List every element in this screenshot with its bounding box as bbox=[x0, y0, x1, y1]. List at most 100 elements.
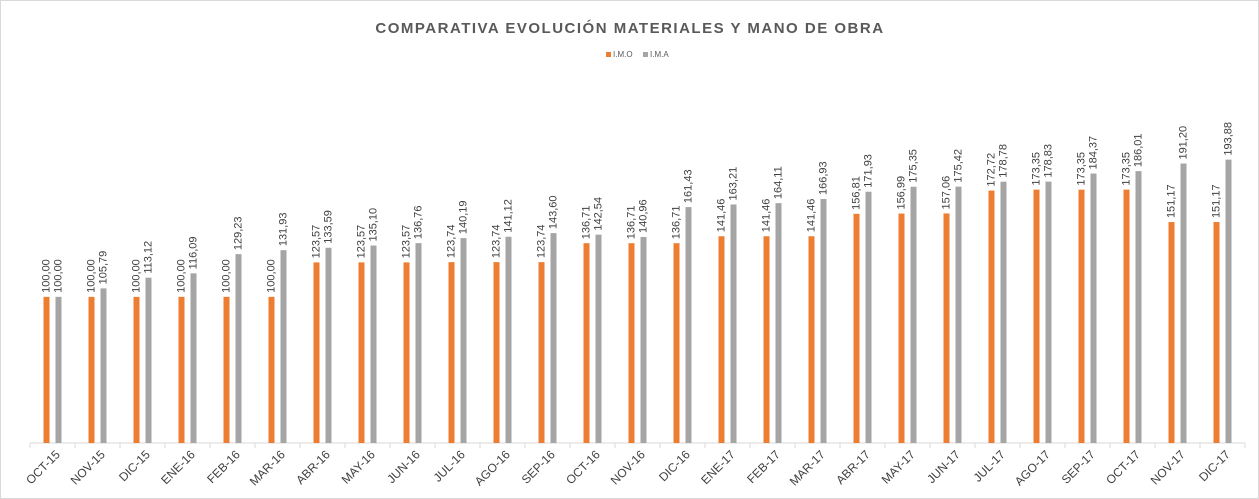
bar bbox=[403, 262, 410, 443]
value-label: 141,46 bbox=[715, 199, 727, 233]
value-label: 161,43 bbox=[682, 169, 694, 203]
value-label: 100,00 bbox=[175, 259, 187, 293]
value-label: 136,71 bbox=[670, 206, 682, 240]
bar bbox=[763, 236, 770, 443]
value-label: 156,99 bbox=[895, 176, 907, 210]
value-label: 100,00 bbox=[85, 259, 97, 293]
bar bbox=[1045, 181, 1052, 444]
value-label: 131,93 bbox=[277, 213, 289, 247]
value-label: 136,71 bbox=[580, 206, 592, 240]
bar bbox=[640, 236, 647, 443]
bar bbox=[1135, 171, 1142, 444]
bar bbox=[853, 213, 860, 443]
value-label: 157,06 bbox=[940, 176, 952, 210]
bar bbox=[1033, 189, 1040, 443]
value-label: 173,35 bbox=[1030, 152, 1042, 186]
value-label: 156,81 bbox=[850, 176, 862, 210]
bar bbox=[280, 250, 287, 443]
value-label: 178,78 bbox=[997, 144, 1009, 178]
bar bbox=[673, 243, 680, 443]
bar bbox=[313, 262, 320, 443]
value-label: 133,59 bbox=[322, 210, 334, 244]
bar bbox=[1180, 163, 1187, 444]
bar bbox=[808, 236, 815, 443]
bar bbox=[1078, 189, 1085, 443]
value-label: 116,09 bbox=[187, 237, 199, 270]
value-label: 100,00 bbox=[40, 259, 52, 293]
bar bbox=[898, 213, 905, 443]
bar bbox=[43, 296, 50, 443]
value-label: 191,20 bbox=[1177, 126, 1189, 160]
value-label: 151,17 bbox=[1165, 184, 1177, 218]
bar bbox=[988, 190, 995, 443]
legend-swatch bbox=[606, 52, 611, 57]
value-label: 136,76 bbox=[412, 205, 424, 239]
value-label: 141,12 bbox=[502, 199, 514, 233]
value-label: 140,19 bbox=[457, 200, 469, 234]
value-label: 164,11 bbox=[772, 166, 784, 199]
bar bbox=[268, 296, 275, 443]
bar bbox=[145, 277, 152, 443]
value-label: 175,35 bbox=[907, 149, 919, 183]
bar bbox=[235, 254, 242, 443]
value-label: 135,10 bbox=[367, 208, 379, 242]
bar bbox=[133, 296, 140, 443]
value-label: 184,37 bbox=[1087, 136, 1099, 170]
bar bbox=[730, 204, 737, 443]
legend-swatch bbox=[643, 52, 648, 57]
value-label: 173,35 bbox=[1120, 152, 1132, 186]
bar bbox=[1090, 173, 1097, 444]
value-label: 193,88 bbox=[1222, 122, 1234, 156]
bar bbox=[865, 191, 872, 443]
bar bbox=[178, 296, 185, 443]
value-label: 123,74 bbox=[535, 224, 547, 258]
value-label: 141,46 bbox=[805, 199, 817, 233]
value-label: 163,21 bbox=[727, 167, 739, 201]
bar bbox=[550, 233, 557, 443]
bar bbox=[448, 262, 455, 443]
bar bbox=[538, 262, 545, 443]
bar bbox=[460, 238, 467, 443]
value-label: 171,93 bbox=[862, 154, 874, 188]
bar bbox=[583, 243, 590, 443]
value-label: 105,79 bbox=[97, 251, 109, 285]
value-label: 123,57 bbox=[400, 225, 412, 259]
bar bbox=[190, 273, 197, 443]
value-label: 173,35 bbox=[1075, 152, 1087, 186]
value-label: 175,42 bbox=[952, 149, 964, 183]
value-label: 178,83 bbox=[1042, 144, 1054, 178]
value-label: 100,00 bbox=[52, 259, 64, 293]
bar bbox=[55, 296, 62, 443]
value-label: 143,60 bbox=[547, 195, 559, 229]
bar bbox=[358, 262, 365, 443]
bar bbox=[910, 186, 917, 443]
value-label: 140,96 bbox=[637, 199, 649, 233]
bar bbox=[628, 243, 635, 443]
value-label: 142,54 bbox=[592, 197, 604, 231]
bar bbox=[493, 262, 500, 443]
bar bbox=[685, 207, 692, 443]
bar bbox=[370, 245, 377, 443]
bar bbox=[223, 296, 230, 443]
bar bbox=[595, 234, 602, 443]
bar bbox=[505, 236, 512, 443]
bar bbox=[1000, 181, 1007, 443]
value-label: 123,74 bbox=[445, 224, 457, 258]
bar bbox=[325, 247, 332, 443]
bar bbox=[100, 288, 107, 443]
bar bbox=[955, 186, 962, 443]
value-label: 136,71 bbox=[625, 206, 637, 240]
bar bbox=[775, 203, 782, 443]
legend-label: I.M.A bbox=[650, 50, 669, 59]
value-label: 100,00 bbox=[220, 259, 232, 293]
bar bbox=[415, 243, 422, 443]
bar bbox=[1225, 159, 1232, 444]
value-label: 151,17 bbox=[1210, 184, 1222, 218]
value-label: 129,23 bbox=[232, 216, 244, 250]
bar bbox=[718, 236, 725, 443]
value-label: 123,57 bbox=[310, 225, 322, 259]
value-label: 113,12 bbox=[142, 241, 154, 274]
value-label: 172,72 bbox=[985, 153, 997, 187]
